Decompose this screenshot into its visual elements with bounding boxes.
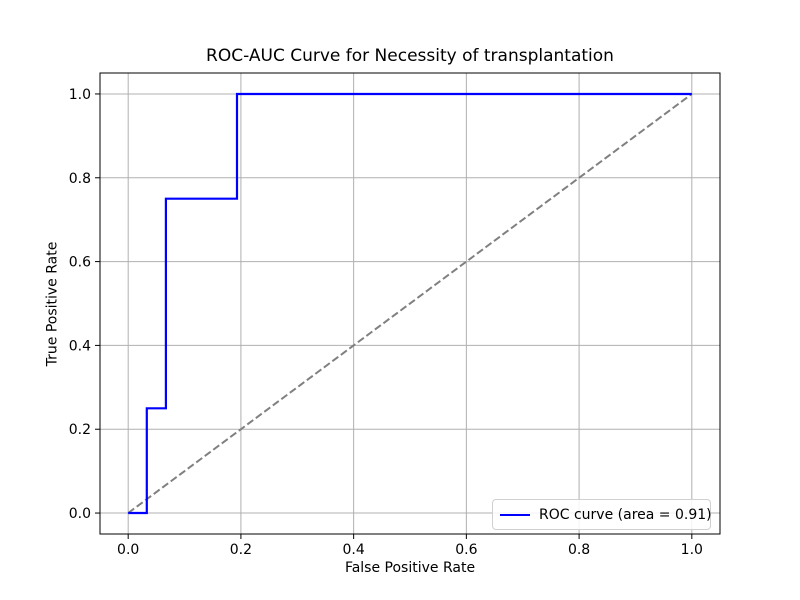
x-tick-label: 0.4	[343, 542, 365, 558]
chance-diagonal-line	[127, 93, 693, 514]
y-tick-label: 0.0	[69, 506, 91, 522]
x-tick-label: 0.0	[117, 542, 139, 558]
y-tick-label: 0.2	[69, 422, 91, 438]
x-axis-label: False Positive Rate	[344, 560, 476, 576]
roc-curve-line	[128, 92, 692, 515]
y-tick-label: 0.8	[69, 171, 91, 187]
x-tick-label: 1.0	[681, 542, 703, 558]
x-tick-label: 0.2	[230, 542, 252, 558]
y-tick-label: 0.6	[69, 255, 91, 271]
y-tick-label: 0.4	[69, 338, 91, 354]
x-tick-label: 0.6	[455, 542, 477, 558]
legend-roc-line-sample	[500, 513, 530, 516]
legend: ROC curve (area = 0.91)	[492, 499, 712, 530]
y-axis-label: True Positive Rate	[44, 241, 61, 367]
legend-label: ROC curve (area = 0.91)	[539, 506, 712, 523]
axes-frame	[99, 72, 721, 535]
chart-title: ROC-AUC Curve for Necessity of transplan…	[206, 46, 614, 66]
y-tick-label: 1.0	[69, 87, 91, 103]
x-tick-label: 0.8	[568, 542, 590, 558]
